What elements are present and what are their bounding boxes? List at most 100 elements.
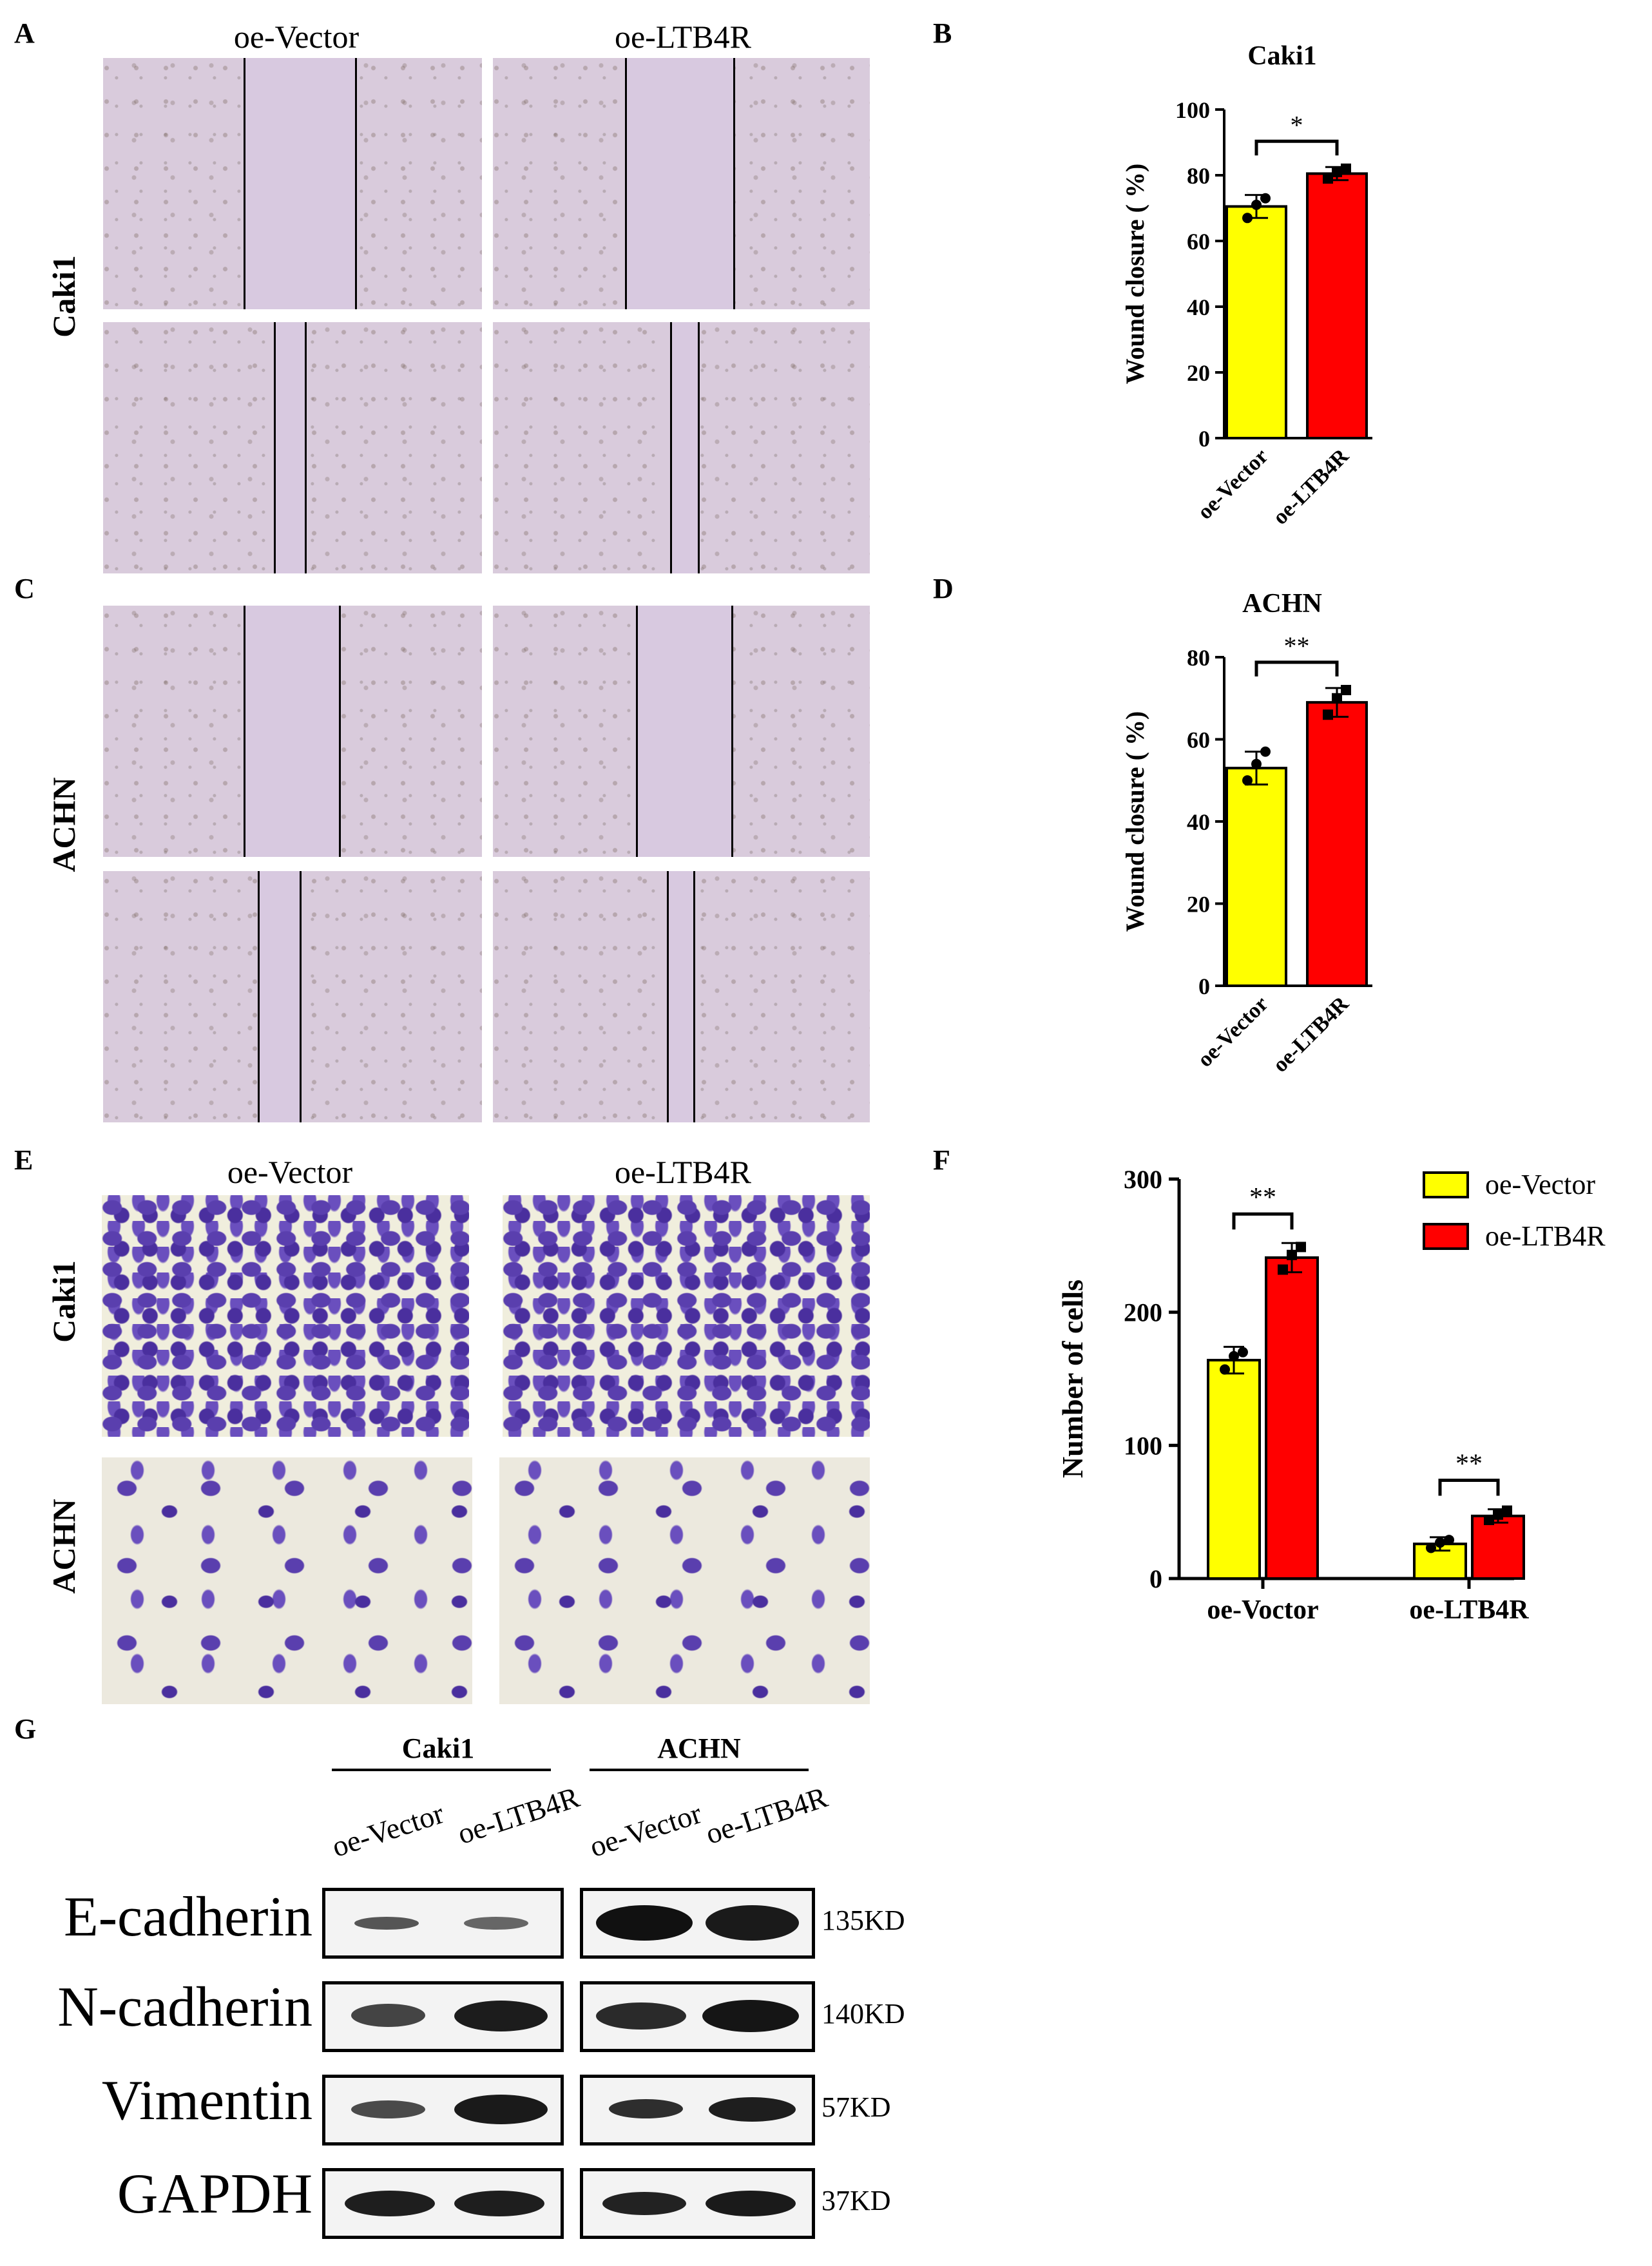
- wound-image-caki1-ltb4r-24h: [493, 322, 870, 573]
- chart-b-ytick-label-5: 100: [1175, 97, 1210, 123]
- chart-f-point-1-0-2: [1444, 1535, 1454, 1546]
- chart-f-point-0-0-1: [1229, 1350, 1239, 1361]
- chart-f: 0 100 200 300 Number of cells oe-Voctor ** oe-L…: [1056, 1165, 1606, 1625]
- chart-d-plot: ACHN 0 20 40 60 80 Wound closure ( %) oe-Vector…: [1120, 589, 1372, 1077]
- chart-b-ylabel: Wound closure ( %): [1120, 164, 1149, 385]
- chart-d-point-1-2: [1341, 685, 1351, 695]
- chart-f-sig-label-1: **: [1455, 1450, 1483, 1479]
- chart-d-point-0-2: [1260, 746, 1271, 757]
- wound-image-achn-ltb4r-0h: [493, 606, 870, 857]
- chart-f-ytick-label-0: 0: [1149, 1564, 1162, 1593]
- wb-lane-label-3: oe-Vector: [585, 1796, 706, 1864]
- chart-f-xtick-label-1: oe-LTB4R: [1409, 1595, 1529, 1625]
- wound-col-header-ltb4r: oe-LTB4R: [614, 19, 752, 55]
- chart-d: ACHN 0 20 40 60 80 Wound closure ( %) oe-Vector…: [1120, 589, 1372, 1077]
- chart-d-ylabel: Wound closure ( %): [1120, 711, 1149, 932]
- chart-f-ylabel: Number of cells: [1056, 1280, 1089, 1478]
- chart-d-point-0-0: [1242, 775, 1253, 786]
- chart-f-point-0-1-1: [1287, 1249, 1297, 1260]
- chart-b-ytick-label-0: 0: [1198, 426, 1210, 452]
- wb-protein-vimentin: Vimentin: [101, 2069, 312, 2132]
- wb-group-caki1: Caki1: [401, 1733, 475, 1764]
- wb-lane-label-1: oe-Vector: [327, 1796, 448, 1864]
- wb-group-line-caki1: [332, 1769, 551, 1771]
- chart-f-bar-0-1: [1265, 1256, 1319, 1580]
- chart-f-point-0-1-0: [1278, 1264, 1288, 1275]
- chart-d-title: ACHN: [1242, 589, 1322, 619]
- chart-f-ytick-label-1: 100: [1124, 1431, 1162, 1460]
- chart-b: Caki1 0 20 40 60 80 100 Wound closure ( %) oe-Ve…: [1120, 41, 1372, 530]
- transwell-row-label-caki1: Caki1: [46, 1260, 82, 1343]
- wound-image-caki1-vector-24h: [103, 322, 482, 573]
- chart-d-xtick-label-0: oe-Vector: [1193, 992, 1273, 1071]
- chart-f-legend-label-0: oe-Vector: [1485, 1169, 1595, 1200]
- wound-image-achn-vector-24h: [103, 871, 482, 1122]
- wound-image-achn-vector-0h: [103, 606, 482, 857]
- chart-b-sig-label: *: [1291, 110, 1303, 139]
- chart-f-xtick-label-0: oe-Voctor: [1207, 1595, 1318, 1625]
- wb-blot-ecadherin-caki1: [322, 1888, 564, 1959]
- panel-letter-e: E: [14, 1144, 34, 1176]
- chart-b-title: Caki1: [1247, 41, 1316, 71]
- chart-d-point-1-0: [1323, 709, 1333, 720]
- wound-row-label-caki1: Caki1: [46, 255, 82, 338]
- chart-b-plot: Caki1 0 20 40 60 80 100 Wound closure ( %) oe-Ve…: [1120, 41, 1372, 530]
- wb-lane-label-2: oe-LTB4R: [453, 1780, 584, 1851]
- chart-d-ytick-label-0: 0: [1198, 974, 1210, 999]
- transwell-image-caki1-vector: [102, 1195, 469, 1437]
- transwell-image-achn-ltb4r: [499, 1457, 870, 1704]
- transwell-image-caki1-ltb4r: [503, 1195, 870, 1437]
- chart-f-bar-0-0: [1207, 1359, 1261, 1580]
- wb-blot-ncadherin-achn: [580, 1981, 815, 2052]
- wb-blot-vimentin-caki1: [322, 2075, 564, 2146]
- chart-d-ytick-label-2: 40: [1187, 809, 1210, 835]
- chart-b-bar-0: [1225, 205, 1287, 439]
- chart-f-point-0-0-2: [1238, 1347, 1248, 1358]
- chart-f-legend-swatch-1: [1423, 1223, 1469, 1250]
- wb-protein-gapdh: GAPDH: [117, 2163, 312, 2225]
- chart-f-legend-swatch-0: [1423, 1171, 1469, 1198]
- chart-d-ytick-label-4: 80: [1187, 645, 1210, 671]
- wb-size-ncadherin: 140KD: [821, 1998, 905, 2030]
- chart-f-point-1-1-0: [1484, 1515, 1494, 1526]
- panel-letter-f: F: [933, 1144, 950, 1176]
- chart-d-bar-1: [1306, 701, 1368, 987]
- transwell-row-label-achn: ACHN: [46, 1499, 82, 1594]
- chart-b-ytick-label-1: 20: [1187, 360, 1210, 386]
- transwell-image-achn-vector: [102, 1457, 472, 1704]
- chart-d-bar-0: [1225, 767, 1287, 987]
- panel-letter-d: D: [933, 573, 954, 604]
- wound-col-header-vector: oe-Vector: [233, 19, 360, 55]
- chart-b-bar-1: [1306, 172, 1368, 439]
- chart-f-point-0-0-0: [1220, 1364, 1230, 1375]
- wb-size-gapdh: 37KD: [821, 2185, 891, 2216]
- chart-f-sig-label-0: **: [1249, 1183, 1276, 1213]
- chart-f-point-1-0-1: [1435, 1537, 1445, 1548]
- chart-f-bar-1-1: [1471, 1514, 1525, 1580]
- wb-blot-ncadherin-caki1: [322, 1981, 564, 2052]
- wb-size-vimentin: 57KD: [821, 2091, 891, 2123]
- chart-f-ytick-label-3: 300: [1124, 1165, 1162, 1194]
- chart-d-sig-bracket: [1254, 660, 1339, 677]
- chart-f-point-1-1-2: [1502, 1505, 1512, 1516]
- wb-group-line-achn: [590, 1769, 809, 1771]
- chart-b-point-1-1: [1332, 166, 1342, 177]
- chart-f-ytick-label-2: 200: [1124, 1298, 1162, 1327]
- transwell-col-header-vector: oe-Vector: [227, 1154, 353, 1190]
- wb-lane-label-4: oe-LTB4R: [701, 1780, 832, 1851]
- wound-row-label-achn: ACHN: [46, 777, 82, 872]
- wb-blot-gapdh-achn: [580, 2168, 815, 2239]
- chart-b-point-0-2: [1260, 193, 1271, 204]
- wound-image-caki1-ltb4r-0h: [493, 58, 870, 309]
- wb-blot-ecadherin-achn: [580, 1888, 815, 1959]
- wb-size-ecadherin: 135KD: [821, 1905, 905, 1936]
- chart-f-point-1-1-1: [1493, 1509, 1503, 1520]
- panel-letter-a: A: [14, 17, 35, 49]
- wound-image-achn-ltb4r-24h: [493, 871, 870, 1122]
- chart-b-sig-bracket: [1254, 139, 1339, 156]
- wb-protein-ecadherin: E-cadherin: [64, 1886, 312, 1948]
- wb-protein-ncadherin: N-cadherin: [57, 1976, 312, 2039]
- chart-d-point-0-1: [1251, 758, 1262, 769]
- chart-b-xtick-label-1: oe-LTB4R: [1269, 444, 1354, 529]
- chart-b-point-0-1: [1251, 199, 1262, 210]
